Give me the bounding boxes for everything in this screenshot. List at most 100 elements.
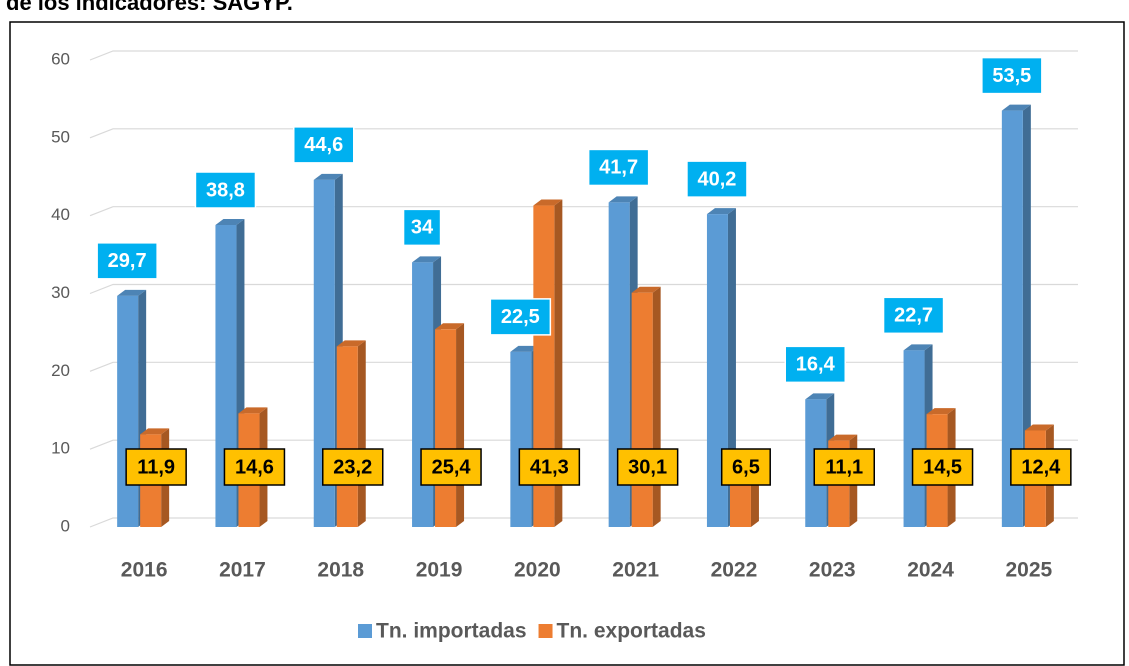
data-label: 14,6	[235, 456, 274, 478]
y-tick-label: 0	[61, 516, 70, 535]
y-tick-label: 50	[51, 127, 70, 146]
data-label-box	[813, 448, 875, 486]
data-label-box	[911, 448, 974, 486]
x-tick-label: 2017	[219, 559, 266, 582]
data-label: 40,2	[697, 168, 736, 190]
bar-top	[631, 286, 661, 293]
y-tick-label: 10	[51, 439, 70, 458]
data-label-box	[322, 448, 384, 486]
bar	[608, 202, 630, 527]
bar-top	[608, 196, 638, 203]
data-label: 44,6	[304, 134, 343, 156]
bar-top	[926, 408, 956, 415]
data-label: 12,4	[1021, 456, 1061, 478]
y-tick-label: 60	[51, 49, 70, 68]
legend-swatch	[538, 624, 553, 638]
grid-line	[89, 283, 1078, 295]
data-label: 25,4	[432, 456, 472, 478]
data-label: 22,7	[894, 305, 933, 327]
bar-top	[706, 208, 736, 215]
grid-line	[89, 206, 1078, 217]
bar	[533, 205, 555, 527]
data-label-box	[194, 171, 257, 209]
data-label: 22,5	[501, 306, 540, 328]
data-label-box	[518, 448, 581, 486]
data-label-box	[720, 448, 771, 486]
legend-swatch	[358, 624, 372, 638]
data-label: 29,7	[108, 250, 147, 272]
data-label: 6,5	[732, 456, 760, 478]
bar-top	[828, 434, 858, 441]
data-label: 34	[411, 217, 434, 239]
data-label-box	[1010, 448, 1072, 486]
bar-top	[215, 219, 245, 226]
y-tick-label: 30	[51, 283, 70, 302]
data-label-box	[784, 345, 846, 384]
bar-top	[903, 344, 933, 351]
bar-side	[727, 208, 736, 528]
bar	[903, 350, 925, 527]
chart-title: de los indicadores: SAGYP.	[6, 0, 293, 15]
bar-side	[456, 323, 465, 527]
bar	[412, 262, 434, 527]
bar	[510, 351, 532, 527]
data-label-box	[223, 448, 286, 486]
data-label-box	[420, 448, 482, 486]
bar-side	[554, 199, 563, 527]
y-tick-label: 40	[51, 205, 70, 224]
data-label-box	[981, 56, 1043, 95]
legend-label: Tn. exportadas	[557, 620, 706, 643]
bar	[117, 295, 139, 527]
bar-top	[805, 393, 835, 400]
data-label-box	[489, 298, 552, 336]
data-label: 38,8	[206, 179, 245, 201]
bar-top	[435, 323, 465, 330]
data-label: 53,5	[992, 65, 1031, 87]
bar-side	[652, 286, 661, 527]
bar	[729, 476, 751, 527]
bar-top	[313, 173, 343, 180]
bar	[631, 292, 653, 527]
data-label: 11,1	[825, 456, 863, 478]
bar	[1001, 110, 1023, 527]
legend-label: Tn. importadas	[376, 620, 527, 643]
bar-top	[533, 199, 563, 206]
bar	[435, 329, 457, 527]
data-label: 23,2	[333, 456, 372, 478]
data-label-box	[96, 242, 158, 280]
bar-top	[336, 340, 366, 347]
x-tick-label: 2016	[121, 559, 168, 582]
x-tick-label: 2023	[809, 559, 856, 582]
x-tick-label: 2025	[1005, 559, 1052, 582]
bar-side	[1022, 104, 1031, 527]
data-label-box	[402, 208, 442, 247]
grid-line	[89, 439, 1078, 450]
chart-frame	[9, 21, 1125, 666]
x-tick-label: 2024	[907, 559, 954, 582]
data-label: 41,7	[599, 157, 638, 179]
data-label: 14,5	[923, 456, 962, 478]
x-tick-label: 2021	[612, 559, 659, 582]
data-label-box	[587, 148, 650, 187]
bar-top	[140, 428, 170, 435]
data-label: 11,9	[137, 456, 175, 478]
bar-side	[357, 340, 366, 527]
x-tick-label: 2019	[416, 559, 463, 582]
data-label-box	[616, 448, 679, 486]
bar-top	[238, 407, 268, 414]
data-label: 16,4	[796, 354, 836, 376]
data-label: 41,3	[530, 456, 569, 478]
bar	[336, 346, 358, 527]
data-label-box	[125, 448, 187, 486]
bar	[313, 179, 335, 527]
grid-line	[89, 128, 1078, 139]
grid-line	[89, 50, 1078, 61]
data-label-box	[293, 126, 355, 164]
x-tick-label: 2020	[514, 559, 561, 582]
bar-top	[117, 289, 147, 296]
y-tick-label: 20	[51, 361, 70, 380]
x-tick-label: 2022	[711, 559, 758, 582]
data-label: 30,1	[628, 456, 667, 478]
grid-line	[89, 361, 1078, 372]
